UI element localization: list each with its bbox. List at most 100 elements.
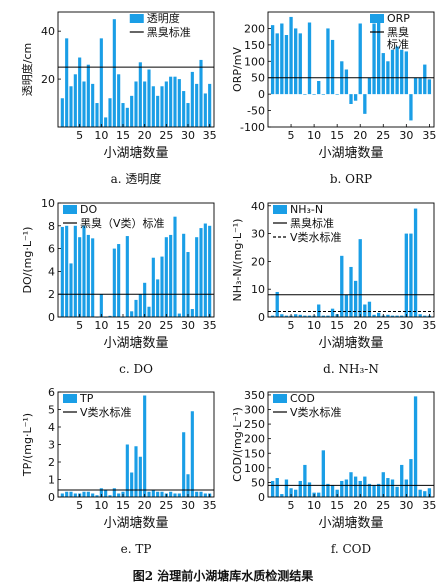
legend-label-b-1-a: 黑臭 [387, 25, 409, 39]
bar-e-13 [112, 488, 116, 497]
x-tick-label-c-10: 10 [94, 319, 108, 332]
bar-d-13 [326, 315, 330, 317]
subcaption-b: b. ORP [330, 172, 372, 186]
x-tick-label-b-25: 25 [376, 129, 390, 142]
bar-f-26 [386, 478, 390, 497]
y-tick-label-a-20: 20 [41, 73, 55, 86]
bar-f-15 [335, 489, 339, 497]
bar-f-22 [367, 483, 372, 498]
legend-label-a-0: 透明度 [147, 11, 180, 25]
bar-f-7 [298, 480, 302, 497]
bar-f-21 [363, 476, 367, 497]
legend-swatch-e-0 [63, 394, 77, 403]
bar-a-13 [112, 19, 116, 127]
bar-d-11 [317, 304, 321, 317]
bar-f-3 [280, 494, 284, 497]
y-tick-label-f-0: 0 [258, 491, 265, 504]
x-tick-label-e-25: 25 [159, 499, 173, 512]
bar-d-16 [340, 255, 344, 317]
bar-a-24 [160, 86, 164, 127]
bar-c-13 [112, 248, 116, 317]
bar-d-1 [270, 315, 275, 317]
bar-a-12 [108, 98, 112, 127]
x-tick-label-b-30: 30 [399, 129, 413, 142]
bar-c-6 [82, 225, 86, 317]
bar-c-2 [65, 225, 69, 317]
bar-f-1 [270, 480, 275, 497]
bar-e-23 [156, 491, 160, 497]
x-tick-label-a-30: 30 [181, 129, 195, 142]
bar-b-11 [317, 81, 321, 95]
x-tick-label-d-35: 35 [422, 319, 436, 332]
bar-d-12 [321, 315, 325, 317]
bar-e-18 [134, 446, 138, 497]
x-tick-label-c-15: 15 [116, 319, 130, 332]
x-tick-label-d-25: 25 [376, 319, 390, 332]
y-tick-label-e-3: 3 [48, 439, 55, 452]
legend-label-b-1-b: 标准 [387, 37, 409, 51]
y-tick-label-c-0: 0 [48, 311, 55, 324]
bar-e-29 [182, 432, 186, 497]
bar-c-7 [86, 234, 90, 317]
bar-c-30 [186, 252, 190, 317]
y-tick-label-f-150: 150 [244, 447, 265, 460]
y-tick-label-b-50: 50 [251, 72, 265, 85]
bar-e-28 [177, 493, 181, 497]
x-tick-label-d-20: 20 [353, 319, 367, 332]
x-tick-label-b-5: 5 [288, 129, 295, 142]
bar-e-19 [138, 456, 142, 497]
bar-f-11 [317, 492, 321, 498]
bar-d-9 [307, 315, 312, 317]
bar-b-14 [330, 39, 335, 95]
y-tick-label-f-350: 350 [244, 389, 265, 402]
x-tick-label-f-30: 30 [399, 499, 413, 512]
bar-a-4 [73, 74, 77, 127]
bar-e-7 [86, 491, 90, 497]
bar-f-14 [330, 485, 335, 497]
y-tick-label-b--50: -50 [247, 105, 265, 118]
y-tick-label-c-8: 8 [48, 220, 55, 233]
bar-d-20 [358, 239, 362, 317]
bar-d-14 [330, 308, 335, 317]
bar-d-32 [413, 208, 418, 317]
bar-d-23 [372, 314, 376, 317]
bar-c-20 [143, 282, 147, 317]
chart-panel-b: 5 10 15 20 25 30 35 -100 -50 0 50 100 150 200 小湖塘数量 ORP… [231, 11, 436, 186]
y-axis-label-f: COD/(mg·L⁻¹) [231, 407, 244, 482]
bar-f-12 [321, 450, 325, 497]
bar-b-3 [280, 23, 284, 95]
y-tick-label-b--100: -100 [240, 121, 265, 134]
bar-a-15 [121, 103, 125, 127]
bar-a-27 [173, 76, 177, 127]
bar-d-2 [275, 291, 279, 317]
bar-b-19 [353, 94, 358, 101]
y-tick-label-b-150: 150 [244, 39, 265, 52]
x-tick-label-b-35: 35 [422, 129, 436, 142]
y-tick-label-c-2: 2 [48, 288, 55, 301]
bar-a-7 [86, 64, 90, 127]
y-axis-label-e: TP/(mg·L⁻¹) [21, 413, 34, 477]
bar-e-31 [190, 411, 194, 497]
bar-f-25 [381, 472, 385, 497]
x-tick-label-f-10: 10 [307, 499, 321, 512]
bar-f-18 [349, 472, 353, 497]
bar-e-34 [203, 493, 207, 497]
bar-a-1 [60, 98, 64, 127]
bar-b-25 [381, 53, 385, 95]
y-tick-label-f-200: 200 [244, 433, 265, 446]
bar-a-32 [195, 83, 199, 128]
y-tick-label-f-50: 50 [251, 476, 265, 489]
legend-label-a-1: 黑臭标准 [147, 25, 191, 39]
bar-b-24 [377, 21, 381, 95]
bar-a-29 [182, 91, 186, 127]
x-tick-label-e-10: 10 [94, 499, 108, 512]
legend-label-d-1: 黑臭标准 [290, 216, 334, 230]
legend-label-d-2: Ⅴ类水标准 [290, 230, 342, 244]
bar-d-27 [390, 315, 395, 317]
bar-b-6 [294, 28, 298, 95]
bar-c-32 [195, 237, 199, 317]
x-tick-label-a-20: 20 [138, 129, 152, 142]
bar-c-17 [130, 311, 134, 317]
bar-b-13 [326, 28, 330, 95]
figure-caption: 图2 治理前小湖塘库水质检测结果 [133, 568, 314, 583]
